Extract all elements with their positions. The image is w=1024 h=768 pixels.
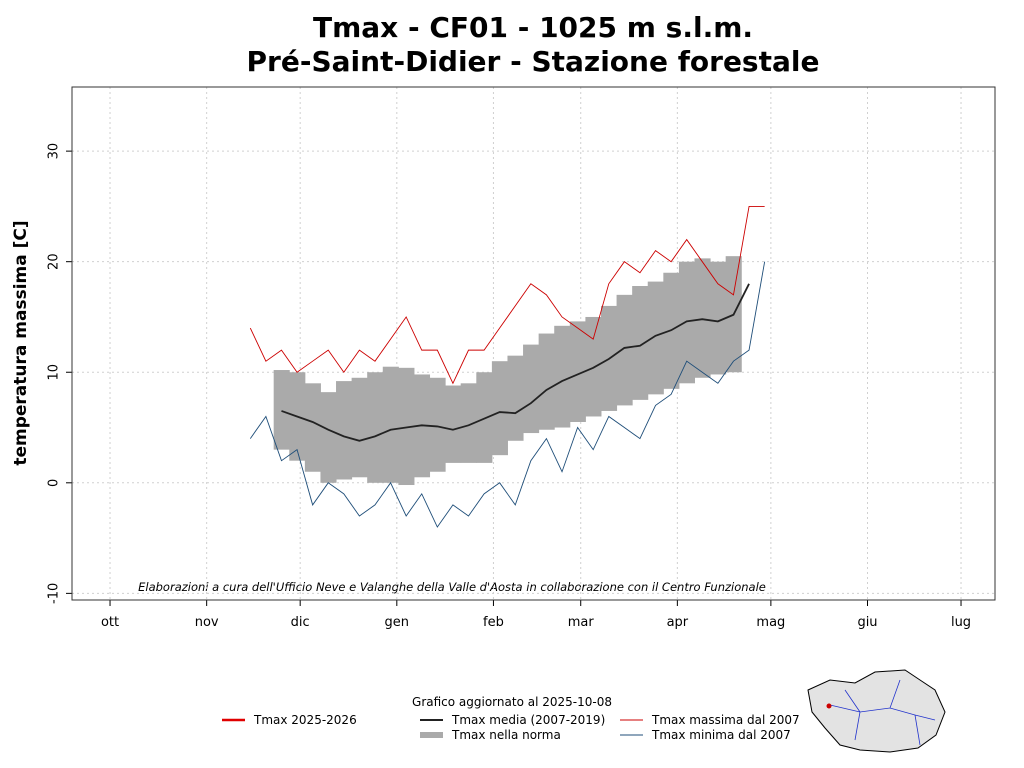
x-tick-label: ott [101, 615, 119, 630]
x-tick-label: giu [857, 615, 877, 630]
norm-band [429, 377, 446, 472]
norm-band [273, 370, 290, 450]
series-line [281, 283, 750, 442]
x-tick-label: feb [483, 615, 504, 630]
region-map [807, 669, 946, 753]
norm-band [647, 281, 664, 395]
x-tick-label: lug [951, 615, 971, 630]
x-tick-label: nov [195, 615, 219, 630]
y-tick-label: -10 [47, 583, 62, 604]
norm-band [398, 367, 415, 486]
x-tick-label: apr [667, 615, 689, 630]
chart-title: Tmax - CF01 - 1025 m s.l.m. [313, 11, 753, 44]
plot-frame [71, 86, 996, 601]
norm-band [554, 325, 571, 428]
x-tick-label: gen [385, 615, 410, 630]
x-tick-label: mar [568, 615, 595, 630]
update-note: Grafico aggiornato al 2025-10-08 [412, 695, 612, 709]
norm-band [382, 366, 399, 483]
legend-label: Tmax minima dal 2007 [651, 728, 791, 742]
x-tick-label: dic [291, 615, 310, 630]
chart-subtitle: Pré-Saint-Didier - Stazione forestale [247, 45, 820, 78]
norm-band [367, 372, 384, 483]
norm-band [694, 258, 711, 378]
norm-band [538, 333, 555, 430]
series-line [249, 205, 765, 385]
y-tick-label: 30 [47, 143, 62, 160]
norm-band [304, 383, 321, 472]
norm-band [710, 261, 727, 375]
norm-band [678, 261, 696, 384]
norm-band [491, 361, 508, 456]
legend-label: Tmax media (2007-2019) [451, 713, 605, 727]
y-tick-label: 10 [47, 364, 62, 381]
norm-band [460, 383, 477, 463]
norm-band [320, 392, 337, 483]
legend-label: Tmax nella norma [451, 728, 561, 742]
norm-band [632, 286, 649, 400]
norm-band [336, 381, 353, 480]
norm-band [616, 294, 633, 406]
y-axis-label: temperatura massima [C] [11, 220, 31, 465]
norm-band [351, 377, 368, 478]
annotation: Elaborazioni a cura dell'Ufficio Neve e … [138, 580, 766, 594]
legend-label: Tmax 2025-2026 [253, 713, 357, 727]
norm-band [476, 372, 493, 463]
norm-band [507, 355, 524, 441]
norm-band [445, 385, 462, 463]
norm-band [523, 344, 540, 434]
legend-label: Tmax massima dal 2007 [651, 713, 800, 727]
series-line [249, 261, 766, 528]
y-tick-label: 0 [47, 479, 62, 487]
x-tick-label: mag [756, 615, 785, 630]
norm-band [569, 321, 586, 422]
y-tick-label: 20 [47, 253, 62, 270]
